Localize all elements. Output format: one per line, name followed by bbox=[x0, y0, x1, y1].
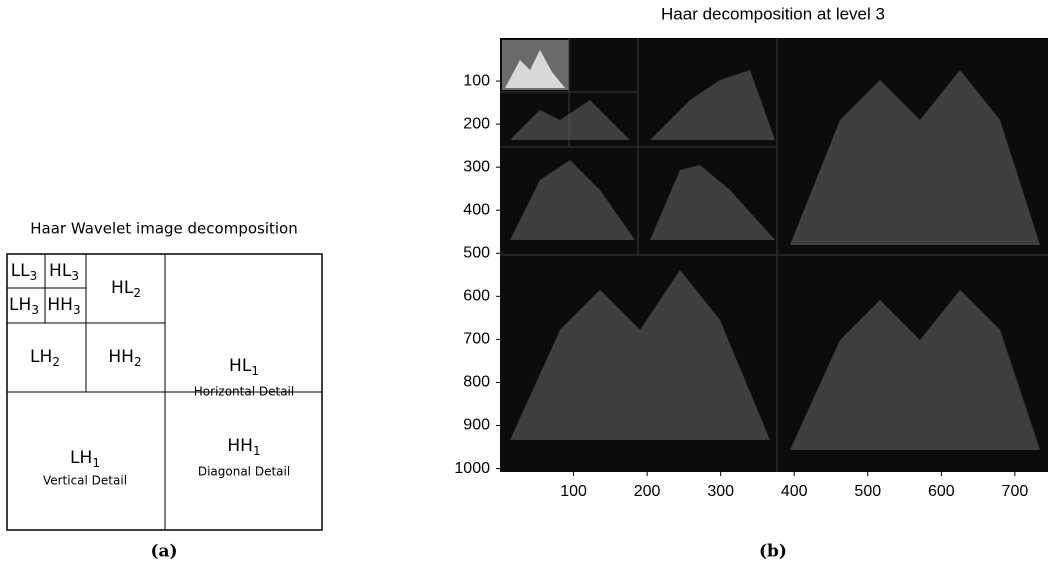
band-name: LH bbox=[30, 347, 52, 367]
band-name: HL bbox=[49, 261, 72, 281]
band-label: HH2 bbox=[108, 347, 141, 369]
y-tick-label: 300 bbox=[463, 158, 490, 175]
band-level: 3 bbox=[73, 303, 81, 317]
band-name: HL bbox=[229, 356, 252, 376]
y-tick-label: 900 bbox=[463, 417, 490, 434]
band-name: HH bbox=[47, 295, 73, 315]
plot-title: Haar decomposition at level 3 bbox=[661, 4, 885, 23]
y-tick-label: 500 bbox=[463, 244, 490, 261]
x-tick-label: 500 bbox=[854, 483, 881, 500]
x-tick-label: 400 bbox=[781, 483, 808, 500]
x-tick-label: 700 bbox=[1002, 483, 1029, 500]
band-label: HL2 bbox=[111, 278, 141, 300]
caption: (a) bbox=[150, 542, 177, 562]
band-name: LL bbox=[11, 261, 30, 281]
band-name: HH bbox=[108, 347, 134, 367]
band-level: 3 bbox=[31, 303, 39, 317]
band-detail: Horizontal Detail bbox=[194, 385, 294, 399]
figure: Haar Wavelet image decomposition (a) Haa… bbox=[0, 0, 1049, 569]
decomposition-image bbox=[500, 38, 1048, 472]
x-tick-label: 300 bbox=[707, 483, 734, 500]
band-level: 3 bbox=[71, 269, 79, 283]
y-tick-label: 400 bbox=[463, 201, 490, 218]
x-tick-label: 200 bbox=[634, 483, 661, 500]
y-tick-label: 200 bbox=[463, 115, 490, 132]
band-detail: Vertical Detail bbox=[43, 474, 127, 488]
band-name: LH bbox=[9, 295, 31, 315]
band-level: 1 bbox=[251, 364, 259, 378]
band-name: LH bbox=[70, 448, 92, 468]
band-name: HL bbox=[111, 278, 134, 298]
y-tick-label: 600 bbox=[463, 288, 490, 305]
band-level: 2 bbox=[134, 355, 142, 369]
x-tick-label: 100 bbox=[560, 483, 587, 500]
diagram-title: Haar Wavelet image decomposition bbox=[30, 220, 298, 238]
band-level: 1 bbox=[253, 444, 261, 458]
band-label: HH3 bbox=[47, 295, 80, 317]
band-label: LH1 bbox=[70, 448, 100, 470]
band-level: 3 bbox=[30, 269, 38, 283]
x-tick-label: 600 bbox=[928, 483, 955, 500]
y-tick-label: 100 bbox=[463, 72, 490, 89]
band-level: 2 bbox=[133, 286, 141, 300]
band-detail: Diagonal Detail bbox=[198, 465, 290, 479]
y-tick-label: 800 bbox=[463, 374, 490, 391]
band-label: LH3 bbox=[9, 295, 39, 317]
band-label: LH2 bbox=[30, 347, 60, 369]
y-tick-label: 1000 bbox=[454, 460, 490, 477]
caption: (b) bbox=[759, 542, 787, 562]
band-label: HL1 bbox=[229, 356, 259, 378]
band-label: HH1 bbox=[227, 436, 260, 458]
band-label: HL3 bbox=[49, 261, 79, 283]
band-level: 2 bbox=[52, 355, 60, 369]
band-level: 1 bbox=[92, 456, 100, 470]
y-tick-label: 700 bbox=[463, 331, 490, 348]
band-label: LL3 bbox=[11, 261, 38, 283]
band-name: HH bbox=[227, 436, 253, 456]
